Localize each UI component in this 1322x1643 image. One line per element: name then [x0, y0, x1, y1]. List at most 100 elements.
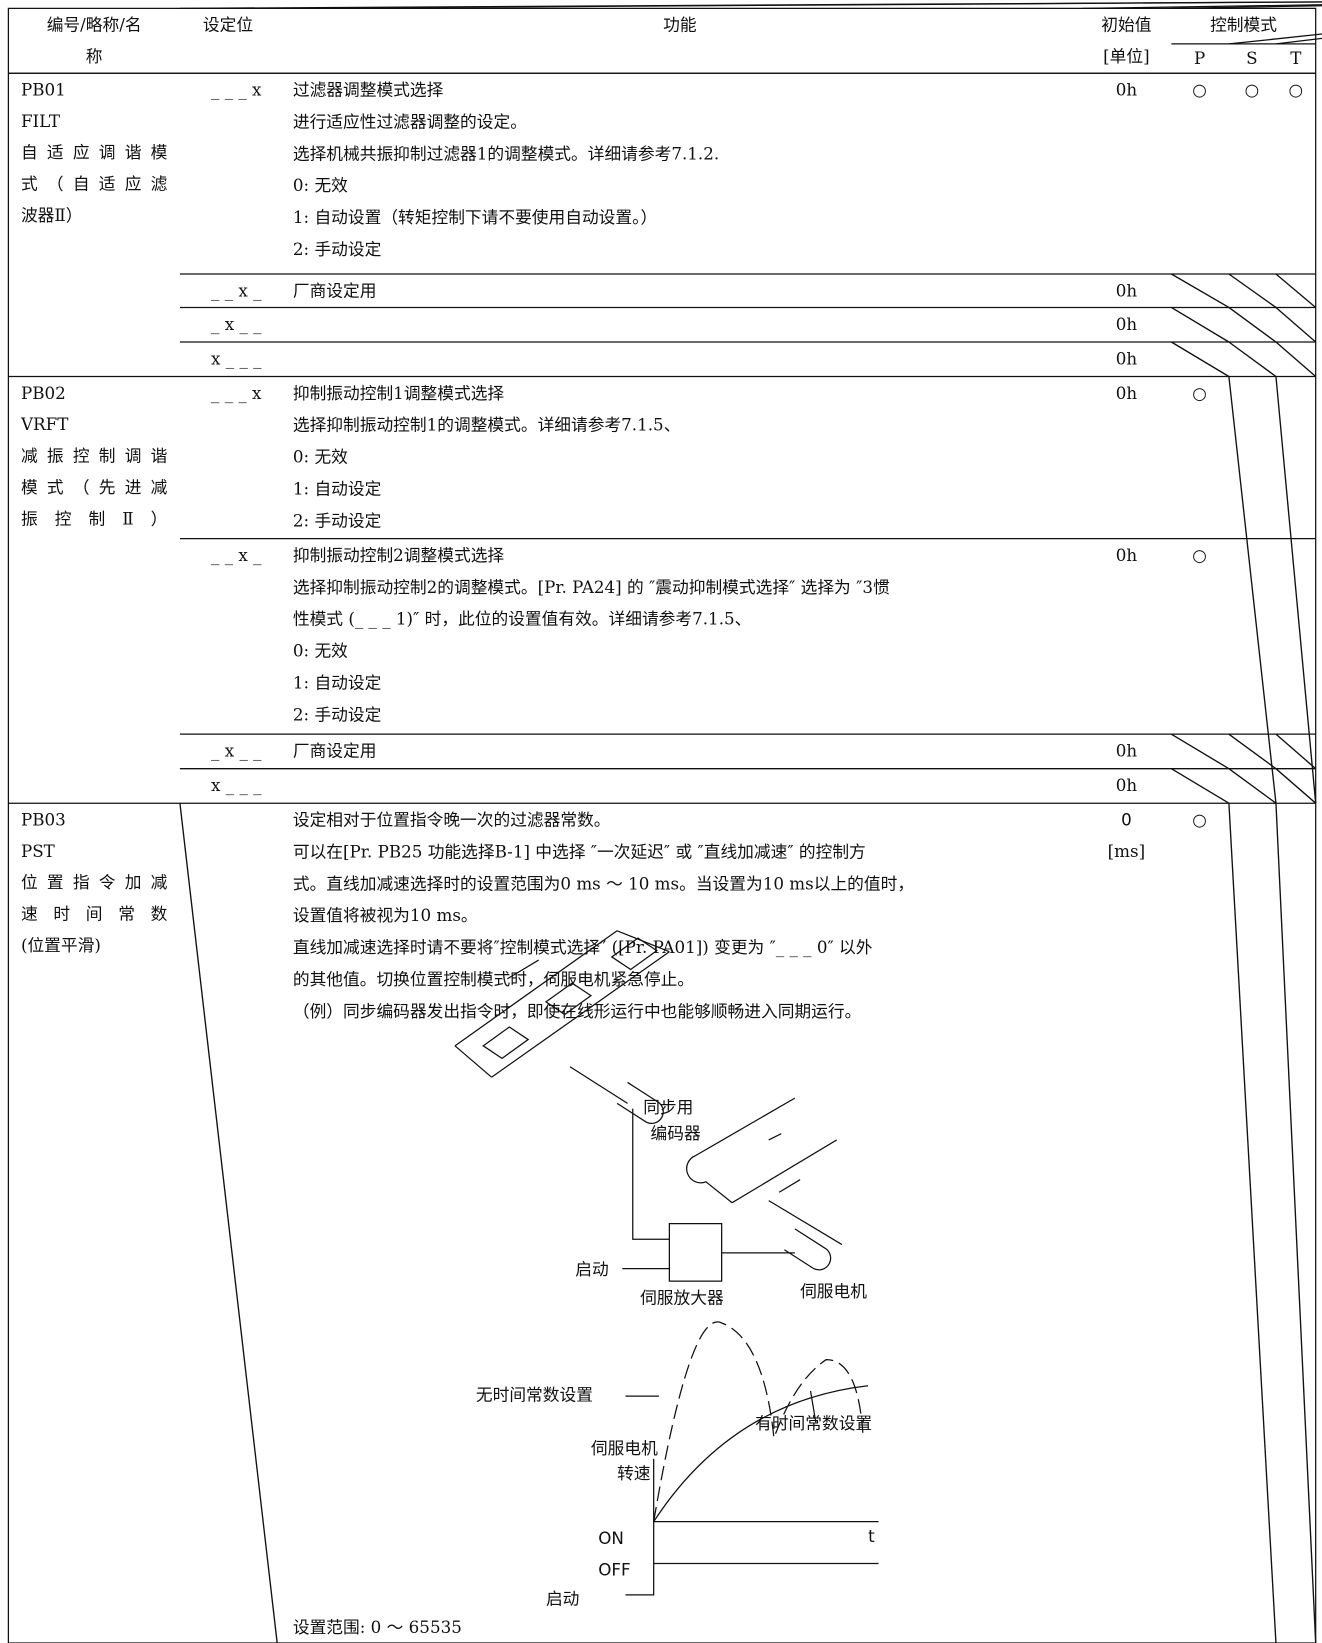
- diagram: [454, 930, 879, 1596]
- mode-mark: ○: [1192, 383, 1207, 403]
- header-mode: T: [1290, 48, 1301, 68]
- rule: [1082, 4, 1322, 9]
- conveyor: [454, 930, 670, 1078]
- mode-mark: ○: [1245, 79, 1260, 99]
- rule: [1275, 376, 1317, 804]
- bit: _ _ x _: [211, 545, 262, 565]
- header-mode: S: [1246, 48, 1257, 68]
- bit: _ x _ _: [211, 740, 262, 760]
- function-line: 选择抑制振动控制2的调整模式。[Pr. PA24] 的 ″震动抑制模式选择″ 选…: [293, 577, 890, 597]
- header-function: 功能: [663, 15, 697, 35]
- no-const-curve: [653, 1321, 864, 1522]
- initial: 0h: [1116, 775, 1138, 795]
- rule: [1275, 768, 1317, 804]
- function-line: 抑制振动控制1调整模式选择: [293, 383, 505, 403]
- function-line: 性模式 (_ _ _ 1)″ 时，此位的设置值有效。详细请参考7.1.5、: [293, 609, 752, 629]
- function-line: 选择机械共振抑制过滤器1的调整模式。详细请参考7.1.2.: [293, 143, 719, 163]
- diagram-label: 有时间常数设置: [755, 1413, 872, 1433]
- param-name: 振控制Ⅱ）: [21, 508, 167, 528]
- rule: [1171, 306, 1230, 343]
- bit: _ _ _ x: [211, 79, 262, 99]
- rule: [1171, 733, 1230, 770]
- rule: [1228, 306, 1277, 343]
- param-name: PB01: [21, 79, 66, 99]
- rule: [1228, 341, 1277, 378]
- diagram-label: t: [868, 1526, 875, 1546]
- rule: [1275, 341, 1317, 378]
- param-name: FILT: [21, 111, 60, 131]
- rule: [1275, 306, 1317, 343]
- param-name: 模式（先进减: [21, 477, 168, 497]
- rule: [1228, 733, 1277, 770]
- diagram-label: 同步用: [643, 1097, 693, 1117]
- function-line: 1: 自动设置（转矩控制下请不要使用自动设置。）: [293, 207, 657, 227]
- rule: [1228, 803, 1277, 1643]
- function-line: 过滤器调整模式选择: [293, 79, 444, 99]
- initial: 0h: [1116, 383, 1138, 403]
- initial: 0: [1121, 809, 1132, 829]
- param-name: 位置指令加减: [21, 872, 168, 892]
- diagram-label: 伺服放大器: [640, 1287, 724, 1307]
- bit: _ _ x _: [211, 280, 262, 300]
- function-line: 设定相对于位置指令晚一次的过滤器常数。: [293, 809, 611, 829]
- rule: [1171, 273, 1230, 309]
- rule: [277, 1, 1322, 9]
- param-name: PB02: [21, 383, 66, 403]
- initial: 0h: [1116, 348, 1138, 368]
- diagram-label: 伺服电机: [800, 1281, 867, 1301]
- diagram-label: 启动: [575, 1259, 608, 1279]
- work: [482, 937, 658, 1060]
- function-line: 1: 自动设定: [293, 478, 382, 498]
- header-name: 编号/略称/名: [47, 15, 142, 35]
- rule: [1228, 273, 1277, 309]
- param-name: VRFT: [20, 414, 68, 434]
- rule: [1228, 376, 1277, 804]
- diagram-label: 无时间常数设置: [476, 1385, 593, 1405]
- function-line: 的其他值。切换位置控制模式时，伺服电机紧急停止。: [293, 969, 694, 989]
- function-line: 厂商设定用: [293, 280, 377, 300]
- function-line: 0: 无效: [293, 175, 348, 195]
- function-line: 可以在[Pr. PB25 功能选择B-1] 中选择 ″一次延迟″ 或 ″直线加减…: [293, 841, 866, 861]
- rule: [1275, 273, 1317, 308]
- header-mode: P: [1194, 48, 1205, 68]
- diagram-label: ON: [598, 1528, 624, 1548]
- rule: [179, 803, 278, 1643]
- amplifier-box: [668, 1222, 723, 1282]
- header-name: 称: [86, 46, 103, 66]
- header-control: 控制模式: [1210, 15, 1277, 35]
- function-line: 2: 手动设定: [293, 704, 382, 724]
- function-line: 选择抑制振动控制1的调整模式。详细请参考7.1.5、: [293, 415, 681, 435]
- function-line: 进行适应性过滤器调整的设定。: [293, 111, 527, 131]
- mode-mark: ○: [1289, 79, 1304, 99]
- table-border: [7, 7, 1317, 1643]
- initial: 0h: [1116, 314, 1138, 334]
- param-name: PB03: [21, 809, 66, 829]
- function-line: 式。直线加减速选择时的设置范围为0 ms ～ 10 ms。当设置为10 ms以上…: [293, 873, 914, 893]
- mode-mark: ○: [1192, 79, 1207, 99]
- rule: [1228, 768, 1277, 804]
- initial: 0h: [1116, 280, 1138, 300]
- initial: 0h: [1116, 545, 1138, 565]
- bit: _ x _ _: [211, 314, 262, 334]
- diagram-label: 转速: [617, 1463, 651, 1483]
- bit: x _ _ _: [211, 348, 262, 368]
- param-name: 波器Ⅱ）: [21, 205, 83, 225]
- bit: _ _ _ x: [211, 383, 262, 403]
- rule: [1171, 341, 1230, 378]
- leaders: [625, 1390, 817, 1423]
- initial: 0h: [1116, 740, 1138, 760]
- header-unit: [单位]: [1103, 46, 1149, 66]
- param-name: 自适应调谐模: [21, 142, 168, 162]
- axes: [625, 1458, 879, 1596]
- function-line: 抑制振动控制2调整模式选择: [293, 545, 505, 565]
- function-line: 厂商设定用: [293, 740, 377, 760]
- param-name: 式（自适应滤: [21, 174, 168, 194]
- rule: [1275, 803, 1317, 1643]
- diagram-label: OFF: [598, 1559, 630, 1579]
- encoder: [569, 1066, 670, 1270]
- function-line: 2: 手动设定: [293, 510, 382, 530]
- function-line: 设置值将被视为10 ms。: [293, 905, 478, 925]
- function-line: （例）同步编码器发出指令时，即使在线形运行中也能够顺畅进入同期运行。: [293, 1001, 861, 1021]
- function-line: 直线加减速选择时请不要将″控制模式选择″ ([Pr. PA01]) 变更为 ″_…: [293, 937, 873, 957]
